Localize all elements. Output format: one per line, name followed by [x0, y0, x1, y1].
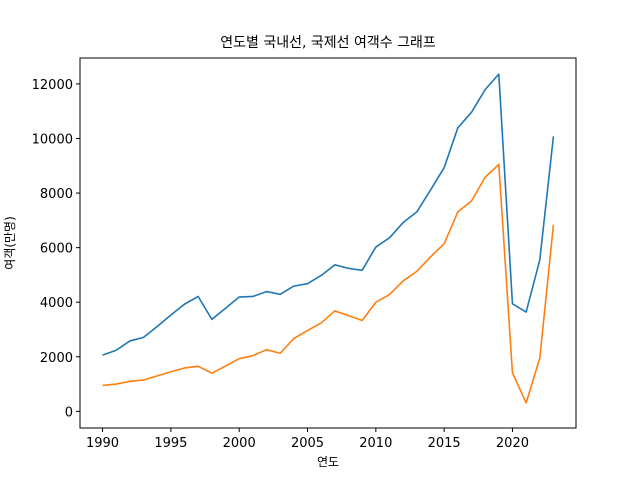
- y-tick-label: 12000: [32, 78, 73, 93]
- y-tick-label: 0: [65, 405, 73, 420]
- x-axis-ticks: 1990 1995 2000 2005 2010 2015 2020: [86, 428, 529, 451]
- y-axis-label: 여객(만명): [3, 216, 17, 270]
- x-tick-label: 2000: [223, 436, 256, 451]
- x-tick-label: 2010: [359, 436, 392, 451]
- x-tick-label: 2015: [428, 436, 461, 451]
- x-tick-label: 2005: [291, 436, 324, 451]
- y-tick-label: 4000: [40, 296, 73, 311]
- y-axis-ticks: 0 2000 4000 6000 8000 10000 12000: [32, 78, 80, 420]
- y-tick-label: 8000: [40, 187, 73, 202]
- x-axis-label: 연도: [317, 455, 339, 469]
- x-tick-label: 2020: [496, 436, 529, 451]
- y-tick-label: 10000: [32, 132, 73, 147]
- chart-title: 연도별 국내선, 국제선 여객수 그래프: [220, 35, 436, 51]
- series-line-2: [103, 164, 554, 402]
- series-layer: [103, 74, 554, 403]
- y-tick-label: 6000: [40, 242, 73, 257]
- series-line-1: [103, 74, 554, 355]
- x-tick-label: 1990: [86, 436, 119, 451]
- y-tick-label: 2000: [40, 351, 73, 366]
- x-tick-label: 1995: [154, 436, 187, 451]
